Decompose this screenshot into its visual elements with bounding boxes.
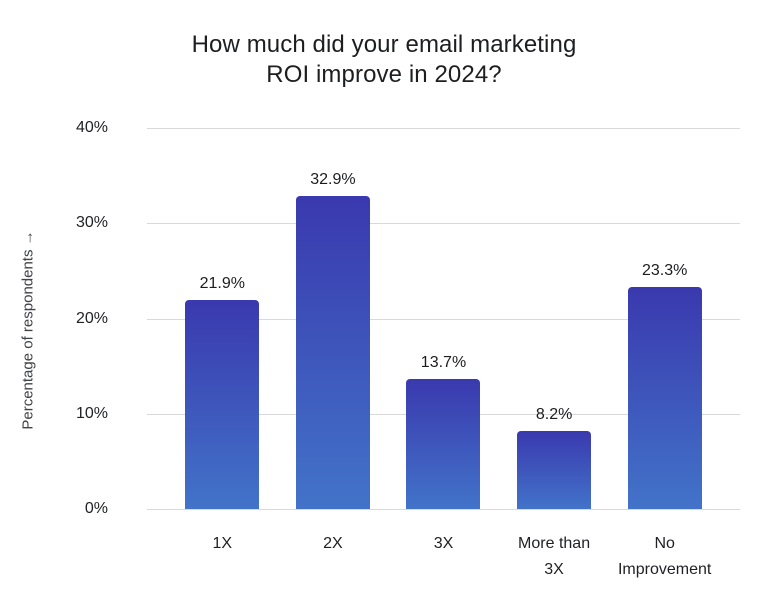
bar-column-1x: 21.9% [167, 128, 278, 509]
gridline-30 [147, 223, 740, 225]
y-tick-label-30: 30% [75, 214, 108, 232]
bar-value-label-3x: 13.7% [420, 353, 467, 371]
bar-column-more-than-3x: 8.2% [499, 128, 610, 509]
y-tick-label-20: 20% [75, 309, 108, 327]
bar-1x [185, 300, 260, 509]
bar-column-2x: 32.9% [278, 128, 389, 509]
x-tick-label-more-than-3x: More than 3X [518, 535, 591, 578]
bar-value-label-more-than-3x: 8.2% [535, 405, 573, 423]
bar-column-3x: 13.7% [388, 128, 499, 509]
bar-more-than-3x [517, 430, 592, 509]
bar-3x [406, 378, 481, 509]
x-tick-label-no-improvement: No Improvement [617, 535, 712, 578]
bar-group: 21.9% 32.9% 13.7% 8.2% 23.3% [147, 128, 740, 509]
bar-no-improvement [627, 287, 702, 509]
x-tick-label-2x: 2X [323, 535, 343, 552]
bar-column-no-improvement: 23.3% [609, 128, 720, 509]
y-tick-label-40: 40% [75, 119, 108, 136]
y-tick-label-10: 10% [75, 404, 108, 422]
y-tick-label-0: 0% [84, 500, 108, 517]
y-axis-title: Percentage of respondents → [19, 230, 37, 430]
bar-value-label-no-improvement: 23.3% [641, 262, 688, 280]
gridline-20 [147, 318, 740, 320]
bar-2x [295, 195, 370, 509]
x-axis-labels: 1X 2X 3X More than 3X No Improvement [147, 531, 740, 582]
x-tick-label-1x: 1X [212, 535, 233, 552]
x-tick-label-3x: 3X [433, 535, 454, 552]
y-axis-ticks: 40% 30% 20% 10% 0% [40, 119, 108, 517]
chart-title: How much did your email marketing ROI im… [191, 31, 577, 88]
bar-value-label-2x: 32.9% [310, 170, 356, 188]
plot-area: 21.9% 32.9% 13.7% 8.2% 23.3% [147, 128, 740, 510]
bar-value-label-1x: 21.9% [199, 275, 245, 293]
gridline-0 [147, 509, 740, 510]
gridline-40 [147, 128, 740, 129]
